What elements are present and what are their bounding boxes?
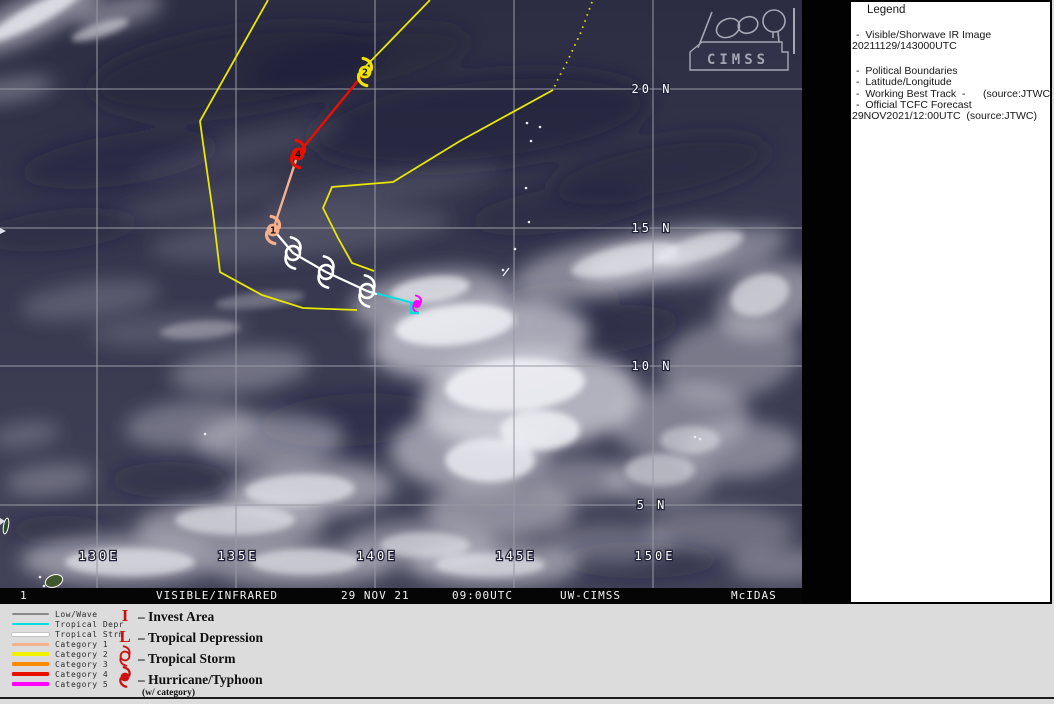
svg-text:4: 4 (295, 150, 301, 161)
storm-marker: 1 (264, 214, 282, 246)
footer-divider (0, 697, 1054, 699)
svg-text:1: 1 (270, 226, 276, 237)
track-color-swatch (12, 642, 49, 646)
legend-line: 29NOV2021/12:00UTC (source:JTWC) (852, 111, 1037, 123)
legend-line: - Working Best Track - (source:JTWC) (856, 88, 1050, 100)
legend-title: Legend (867, 4, 906, 16)
track-color-label: Category 1 (55, 639, 109, 649)
tropical-storm-segment (275, 232, 378, 296)
image-time: 09:00UTC (452, 589, 513, 602)
track-color-row: Tropical Strm (12, 629, 124, 639)
svg-text:145E: 145E (496, 549, 537, 563)
track-color-swatch (12, 623, 49, 625)
storm-marker: 4 (289, 138, 307, 170)
legend-lines: - Visible/Shorwave IR Image 20211129/1430… (851, 30, 1050, 123)
svg-text:130E: 130E (79, 549, 120, 563)
storm-symbol-row: L – Tropical Depression (112, 627, 432, 648)
svg-text:10 N: 10 N (632, 359, 673, 373)
track-color-label: Tropical Strm (55, 629, 125, 639)
satellite-image: 20 N 15 N 10 N 5 N 130E 135E 140E 145E 150E 1 4 2 CI… (0, 0, 802, 588)
svg-text:2: 2 (362, 68, 368, 79)
storm-symbol-legend: I – Invest Area L – Tropical Depression – Tr… (112, 606, 432, 698)
storm-marker (284, 236, 302, 270)
storm-symbol-label: – Invest Area (138, 608, 215, 624)
svg-text:20 N: 20 N (632, 82, 673, 96)
track-color-row: Tropical Depr (12, 619, 124, 629)
legend-panel: Legend - Visible/Shorwave IR Image 202111… (849, 0, 1052, 604)
legend-line: - Political Boundaries (856, 65, 958, 77)
map-overlay: 20 N 15 N 10 N 5 N 130E 135E 140E 145E 150E 1 4 2 CI… (0, 0, 802, 588)
track-color-row: Category 4 (12, 669, 124, 679)
footer-legend: Low/Wave Tropical Depr Tropical Strm Catego… (0, 604, 1054, 704)
track-color-swatch (12, 672, 49, 676)
org-label: UW-CIMSS (560, 589, 621, 602)
legend-line (851, 53, 1050, 66)
panel-gap (802, 0, 849, 604)
svg-text:CIMSS: CIMSS (707, 52, 769, 68)
tropical-storm-icon (119, 645, 131, 667)
track-color-swatch (12, 613, 49, 615)
track-color-row: Category 3 (12, 659, 124, 669)
satellite-map-column: 20 N 15 N 10 N 5 N 130E 135E 140E 145E 150E 1 4 2 CI… (0, 0, 802, 604)
svg-text:CIMSS: CIMSS (708, 53, 770, 69)
storm-symbol-glyph-cell (112, 643, 138, 674)
track-color-row: Category 1 (12, 639, 124, 649)
storm-symbol-row: – Hurricane/Typhoon (112, 666, 432, 690)
svg-text:15 N: 15 N (632, 221, 673, 235)
track-color-row: Low/Wave (12, 609, 124, 619)
track-color-swatch (12, 652, 49, 656)
hurricane-icon (119, 666, 131, 688)
svg-text:140E: 140E (357, 549, 398, 563)
storm-marker: 2 (356, 56, 374, 88)
storm-symbol-row: – Tropical Storm (112, 645, 432, 669)
storm-symbol-label: – Tropical Storm (138, 650, 236, 666)
storm-symbol-glyph-cell: I (112, 607, 138, 626)
grid-labels: 20 N 15 N 10 N 5 N 130E 135E 140E 145E 150E (77, 81, 676, 565)
svg-text:135E: 135E (218, 549, 259, 563)
category4-segment (296, 70, 367, 156)
image-date: 29 NOV 21 (341, 589, 410, 602)
storm-symbol-sublabel: (w/ category) (142, 688, 196, 698)
frame-number: 1 (20, 589, 28, 602)
storm-marker (409, 294, 422, 315)
svg-text:150E: 150E (635, 549, 676, 563)
cloud-layer-bright (0, 0, 790, 577)
legend-line: - Latitude/Longitude (856, 77, 952, 89)
legend-line: 20211129/143000UTC (852, 41, 957, 53)
system-label: McIDAS (731, 589, 777, 602)
storm-symbol-glyph-cell (112, 664, 138, 695)
storm-symbol-glyph-cell: L (112, 628, 138, 647)
legend-line: - Visible/Shorwave IR Image (856, 30, 992, 41)
storm-symbol-label: – Tropical Depression (138, 629, 264, 645)
invest-letter-icon: I (121, 606, 129, 625)
status-bar: 1 VISIBLE/INFRARED 29 NOV 21 09:00UTC UW… (0, 588, 802, 604)
island-marks (0, 121, 702, 588)
track-color-label: Tropical Depr (55, 619, 125, 629)
track-color-swatch (12, 632, 49, 636)
track-color-row: Category 2 (12, 649, 124, 659)
track-color-label: Low/Wave (55, 609, 98, 619)
track-color-label: Category 3 (55, 659, 109, 669)
track-color-swatch (12, 662, 49, 666)
track-color-legend: Low/Wave Tropical Depr Tropical Strm Catego… (12, 609, 124, 689)
track-color-swatch (12, 682, 49, 686)
track-color-label: Category 2 (55, 649, 109, 659)
track-color-row: Category 5 (12, 679, 124, 689)
political-boundaries (199, 0, 593, 311)
track-color-label: Category 5 (55, 679, 109, 689)
legend-line: - Official TCFC Forecast (856, 100, 972, 112)
svg-text:5 N: 5 N (637, 498, 668, 512)
product-label: VISIBLE/INFRARED (156, 589, 278, 602)
storm-marker (317, 255, 335, 289)
storm-symbol-label: – Hurricane/Typhoon (138, 671, 263, 687)
track-color-label: Category 4 (55, 669, 109, 679)
invest-letter-icon: L (119, 627, 131, 646)
storm-marker (358, 274, 376, 308)
storm-symbol-row: I – Invest Area (112, 606, 432, 627)
